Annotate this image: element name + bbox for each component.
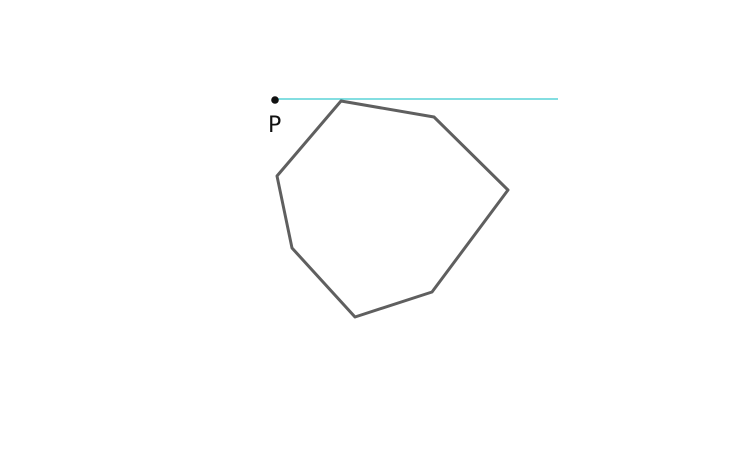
point-p-label: P bbox=[268, 113, 281, 138]
heptagon-shape bbox=[275, 99, 510, 319]
point-p-dot bbox=[271, 96, 279, 104]
